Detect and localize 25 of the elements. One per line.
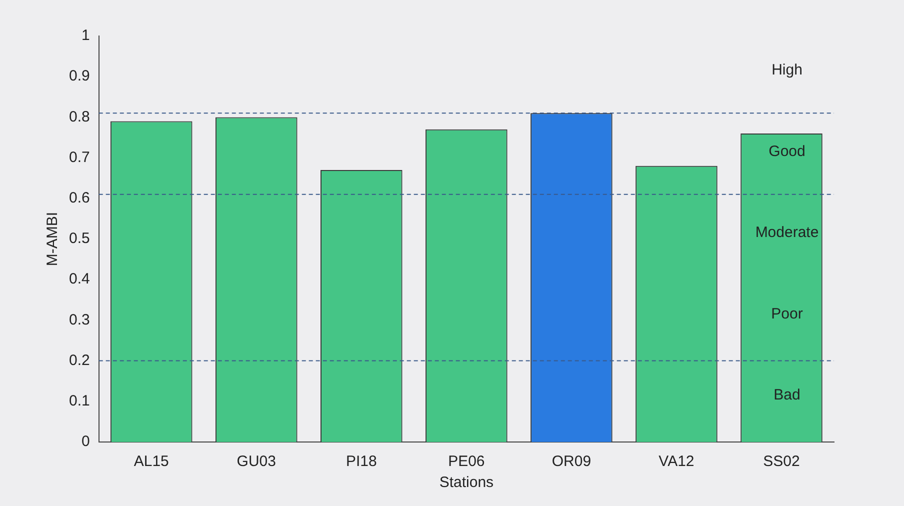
y-tick-label: 0.2	[68, 352, 90, 369]
y-axis-title: M-AMBI	[44, 212, 62, 266]
annotation: High	[772, 62, 802, 79]
y-tick-label: 0.1	[68, 392, 90, 410]
x-tick-label: PI18	[346, 453, 377, 470]
annotation: Good	[768, 142, 806, 160]
y-tick-label: 0.8	[68, 108, 90, 126]
annotation: Bad	[774, 386, 800, 404]
x-tick-label: SS02	[763, 453, 800, 470]
x-tick-label: PE06	[448, 453, 485, 470]
y-tick-label: 0.4	[68, 270, 90, 288]
y-tick-label: 1	[82, 27, 90, 44]
y-tick-label: 0	[82, 433, 90, 450]
y-tick-label: 0.3	[68, 311, 90, 328]
x-tick-label: GU03	[236, 453, 276, 470]
annotation: Poor	[771, 305, 803, 322]
y-tick-label: 0.7	[68, 148, 90, 166]
x-axis-title: Stations	[439, 474, 494, 492]
x-tick-label: VA12	[658, 453, 694, 470]
y-tick-label: 0.5	[68, 230, 90, 248]
x-tick-label: AL15	[134, 453, 169, 470]
x-tick-label: OR09	[552, 453, 592, 470]
y-tick-label: 0.9	[68, 68, 90, 85]
y-tick-label: 0.6	[68, 190, 90, 207]
annotation: Moderate	[755, 224, 819, 242]
